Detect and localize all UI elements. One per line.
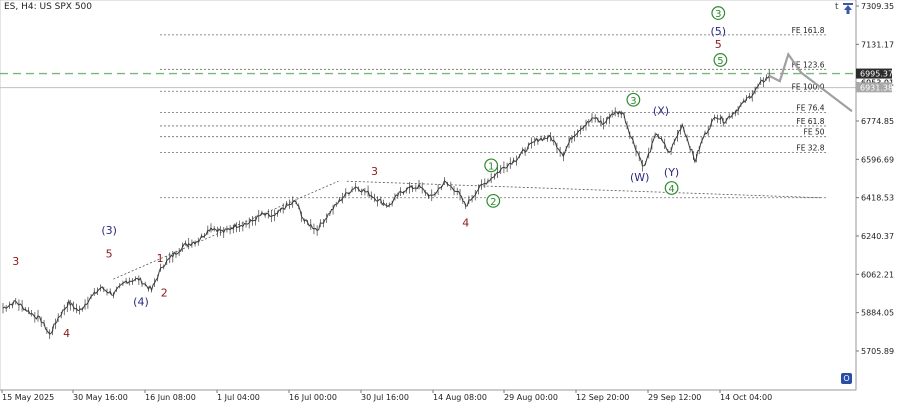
wave-label: 5 [715, 38, 722, 51]
y-tick-label: 6774.85 [861, 117, 894, 126]
price-line [2, 75, 770, 335]
fib-level-label: FE 100.0 [792, 82, 825, 91]
projection-line [768, 51, 853, 113]
wave-label: 1 [157, 252, 164, 265]
wave-label: 1 [488, 161, 494, 172]
trendline [346, 180, 823, 199]
scroll-to-end-button[interactable]: O [841, 373, 852, 384]
price-series [2, 69, 770, 340]
scroll-end-icon[interactable] [842, 2, 854, 15]
price-tag-box [856, 82, 892, 93]
x-tick-label: 16 Jun 08:00 [145, 393, 196, 402]
wave-label-circle [486, 193, 501, 208]
wave-label-circle [664, 181, 679, 195]
wave-label: 3 [371, 165, 378, 178]
wave-label: 3 [715, 9, 721, 20]
horizontal-lines [0, 72, 856, 89]
wave-label: 5 [106, 248, 113, 261]
fib-level-label: FE 123.6 [792, 60, 825, 69]
x-tick-label: 1 Jul 04:00 [217, 393, 260, 402]
price-tags: 6995.376953.016931.38 [856, 68, 894, 93]
trendline [113, 180, 339, 280]
x-tick-label: 16 Jul 00:00 [289, 393, 337, 402]
wave-label-circle [484, 158, 499, 173]
fib-level-label: FE 50 [804, 128, 825, 137]
wave-label: 2 [161, 286, 168, 299]
wave-label-circle [626, 92, 641, 107]
x-tick-label: 30 May 16:00 [73, 393, 128, 402]
y-tick-label: 6240.37 [861, 232, 894, 241]
x-tick-label: 14 Aug 08:00 [433, 393, 487, 402]
wave-label: 2 [490, 197, 496, 208]
x-tick-label: 29 Aug 00:00 [504, 393, 558, 402]
wave-label: 4 [668, 184, 674, 195]
wave-label-circle [713, 53, 728, 67]
wave-label: (5) [710, 25, 726, 38]
wave-label: (W) [630, 171, 649, 184]
x-tick-label: 30 Jul 16:00 [361, 393, 409, 402]
x-tick-label: 12 Sep 20:00 [576, 393, 629, 402]
y-tick-label: 7131.17 [861, 40, 894, 49]
x-tick-label: 14 Oct 04:00 [720, 393, 772, 402]
y-tick-label: 6418.53 [861, 194, 894, 203]
price-tag-box [856, 68, 892, 79]
wave-label: 4 [63, 327, 70, 340]
wave-label: 3 [630, 96, 636, 107]
projection-path [768, 51, 853, 113]
wave-label: (X) [653, 105, 669, 118]
wave-label-circle [711, 6, 726, 20]
fib-level-label: FE 76.4 [796, 103, 824, 112]
y-tick-label: 5705.89 [861, 347, 894, 356]
y-tick-label: 6596.69 [861, 155, 894, 164]
trendlines [113, 180, 823, 280]
wave-label: 5 [717, 56, 723, 67]
symbol-label: ES, H4: US SPX 500 [4, 2, 93, 12]
y-tick-label: 7309.35 [861, 2, 894, 11]
x-tick-label: 15 May 2025 [2, 393, 54, 402]
wave-label: (Y) [664, 166, 679, 179]
fib-level-label: FE 32.8 [796, 144, 824, 153]
price-tag-text: 6995.37 [860, 70, 893, 79]
wave-label: 3 [12, 255, 19, 268]
toolbar-t-mark[interactable]: t [835, 2, 839, 12]
x-tick-label: 29 Sep 12:00 [648, 393, 701, 402]
fib-level-label: FE 61.8 [796, 117, 824, 126]
wave-label: (4) [133, 296, 149, 309]
y-tick-label: 6062.21 [861, 270, 894, 279]
wave-label: 4 [462, 216, 469, 229]
y-tick-label: 5884.05 [861, 309, 894, 318]
x-axis: 15 May 2025 30 May 16:00 16 Jun 08:00 1 Jul… [0, 389, 856, 402]
wave-label: (3) [101, 224, 117, 237]
fib-level-label: FE 161.8 [792, 26, 825, 35]
price-tag-text: 6931.38 [860, 83, 893, 92]
